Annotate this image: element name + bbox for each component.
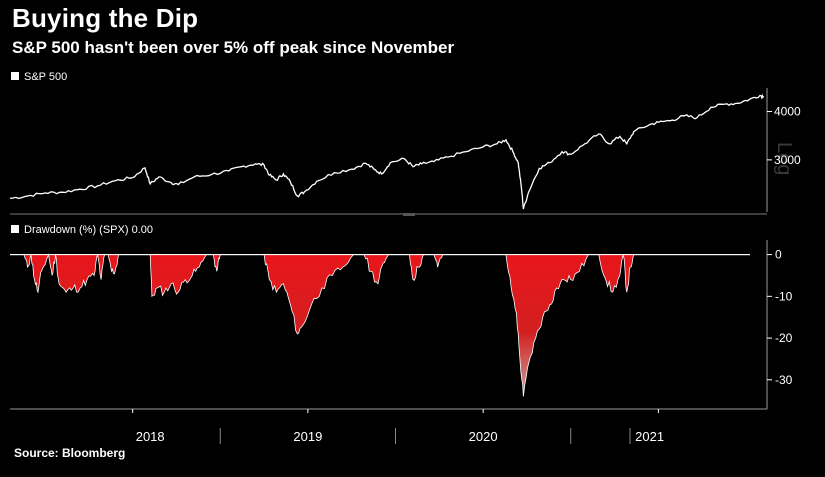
drawdown-line <box>10 253 635 397</box>
drawdown-ytick-label: -30 <box>775 373 793 387</box>
sp500-legend-label: S&P 500 <box>24 71 67 83</box>
source-note: Source: Bloomberg <box>14 446 126 460</box>
drawdown-ytick-label: -20 <box>775 331 793 345</box>
drawdown-ytick-label: 0 <box>775 248 782 262</box>
x-tick-label: 2021 <box>635 429 664 444</box>
drawdown-panel: Drawdown (%) (SPX) 0.00 0 -10 -20 -30 <box>10 224 793 410</box>
sp500-line <box>9 93 765 210</box>
x-tick-label: 2018 <box>136 429 165 444</box>
drawdown-legend-label: Drawdown (%) (SPX) 0.00 <box>24 224 153 236</box>
sp500-ytick-label: 3000 <box>774 153 801 167</box>
drawdown-legend-swatch <box>11 225 19 233</box>
chart-title: Buying the Dip <box>12 3 199 33</box>
drawdown-ytick-label: -10 <box>775 289 793 303</box>
sp500-panel: S&P 500 Log 3000 4000 <box>9 71 801 216</box>
x-tick-label: 2020 <box>469 429 498 444</box>
chart-subtitle: S&P 500 hasn't been over 5% off peak sin… <box>12 38 455 57</box>
panel-divider-handle[interactable] <box>403 213 415 216</box>
x-tick-label: 2019 <box>293 429 322 444</box>
sp500-legend-swatch <box>11 72 19 80</box>
log-scale-label: Log <box>773 142 795 175</box>
sp500-ytick-label: 4000 <box>774 104 801 118</box>
drawdown-area <box>10 254 767 397</box>
